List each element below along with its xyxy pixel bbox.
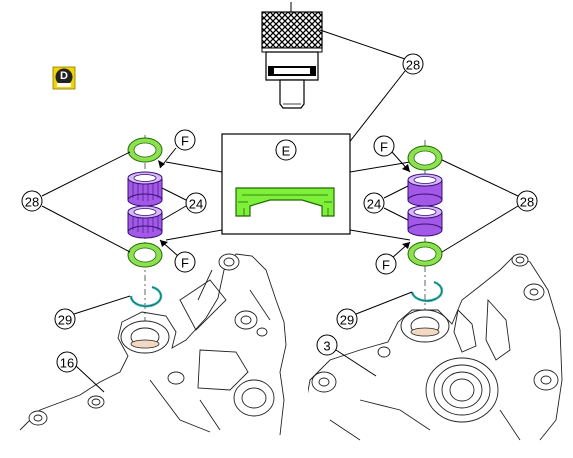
callout-right-f-bottom: F xyxy=(375,253,397,275)
svg-text:29: 29 xyxy=(340,313,354,328)
left-needle-bearing-upper xyxy=(127,171,163,207)
callout-right-bearing: 24 xyxy=(363,192,385,214)
left-needle-bearing-lower xyxy=(127,205,163,239)
callout-right-housing: 3 xyxy=(316,334,338,356)
svg-text:F: F xyxy=(382,258,390,273)
right-parts-stack xyxy=(407,140,444,335)
right-housing xyxy=(299,253,563,441)
callout-right-f-top: F xyxy=(373,135,395,157)
badge-letter: D xyxy=(60,70,68,82)
detail-label: E xyxy=(282,144,291,159)
svg-text:28: 28 xyxy=(520,195,534,210)
callout-left-f-top: F xyxy=(174,129,196,151)
installer-tool xyxy=(261,2,323,109)
svg-text:F: F xyxy=(181,134,189,149)
right-circlip xyxy=(410,280,444,303)
callout-tool: 28 xyxy=(402,53,424,75)
right-bottom-snap-ring xyxy=(407,241,443,267)
svg-text:16: 16 xyxy=(60,356,74,371)
left-circlip xyxy=(129,285,163,308)
svg-text:28: 28 xyxy=(406,58,420,73)
left-housing xyxy=(19,253,287,436)
svg-text:24: 24 xyxy=(367,197,381,212)
svg-text:3: 3 xyxy=(323,339,330,354)
detail-view-e: E xyxy=(165,133,411,241)
svg-text:29: 29 xyxy=(58,313,72,328)
left-bottom-snap-ring xyxy=(127,242,163,268)
svg-text:F: F xyxy=(181,256,189,271)
left-parts-stack xyxy=(127,135,163,340)
callout-left-housing: 16 xyxy=(56,351,78,373)
left-top-snap-ring xyxy=(127,137,163,163)
callout-left-f-bottom: F xyxy=(174,251,196,273)
right-needle-bearing-lower xyxy=(407,205,443,237)
callout-right-circlip: 29 xyxy=(336,308,358,330)
svg-text:28: 28 xyxy=(25,195,39,210)
callout-left-bearing: 24 xyxy=(185,192,207,214)
callout-left-ring: 28 xyxy=(21,190,43,212)
callout-left-circlip: 29 xyxy=(54,308,76,330)
right-needle-bearing-upper xyxy=(407,173,443,207)
callout-right-ring: 28 xyxy=(516,190,538,212)
svg-text:F: F xyxy=(380,140,388,155)
svg-text:24: 24 xyxy=(189,197,203,212)
right-top-snap-ring xyxy=(407,145,443,171)
service-tool-badge-icon: D xyxy=(52,66,76,90)
